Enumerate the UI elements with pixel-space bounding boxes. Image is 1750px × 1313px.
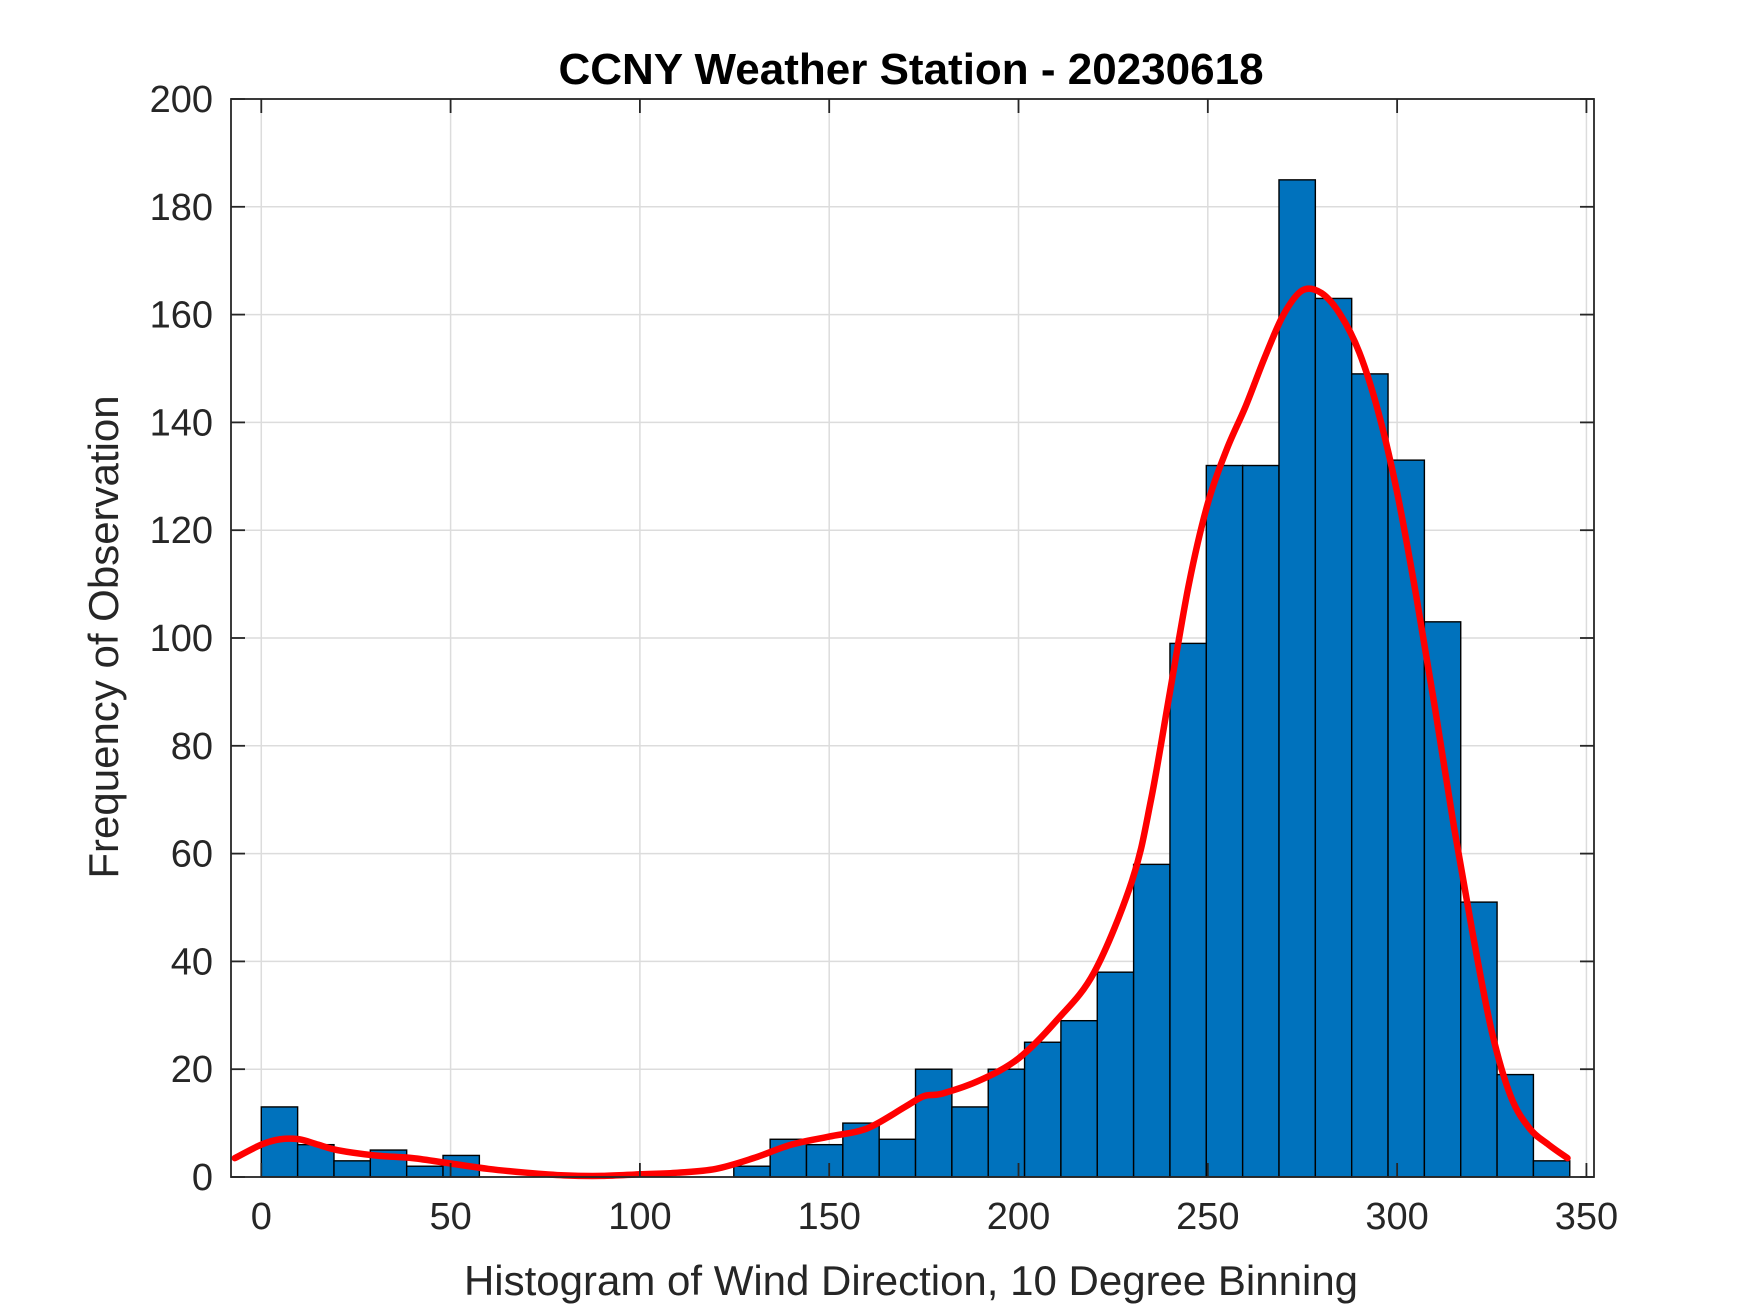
y-tick-labels: 0 20 40 60 80 100 120 140 160 180 200 xyxy=(150,79,213,1199)
histogram-bar xyxy=(1387,459,1426,1178)
y-tick-label: 180 xyxy=(150,187,213,229)
histogram-bar xyxy=(1496,1073,1535,1178)
x-tick-label: 150 xyxy=(798,1196,861,1238)
y-tick-label: 80 xyxy=(171,726,213,768)
histogram-bar xyxy=(805,1143,844,1178)
y-tick-label: 40 xyxy=(171,941,213,983)
histogram-bar xyxy=(1060,1019,1098,1178)
histogram-bar xyxy=(951,1106,989,1178)
histogram-bar xyxy=(1205,464,1244,1178)
tick-marks xyxy=(231,98,1594,1178)
x-tick-label: 200 xyxy=(987,1196,1050,1238)
histogram-bar xyxy=(914,1068,953,1178)
y-tick-label: 120 xyxy=(150,510,213,552)
x-tick-labels: 0 50 100 150 200 250 300 350 xyxy=(251,1196,1618,1238)
histogram-bar xyxy=(1023,1041,1062,1178)
histogram-bar xyxy=(1423,621,1462,1178)
y-tick-label: 100 xyxy=(150,618,213,660)
histogram-bar xyxy=(333,1160,372,1178)
histogram-bar xyxy=(1096,971,1135,1178)
x-tick-label: 100 xyxy=(608,1196,671,1238)
histogram-bar xyxy=(987,1068,1026,1178)
x-tick-label: 250 xyxy=(1176,1196,1239,1238)
histogram-bar xyxy=(1132,863,1171,1178)
histogram-bar xyxy=(405,1165,444,1178)
histogram-bar xyxy=(1241,464,1280,1178)
y-axis-label: Frequency of Observation xyxy=(80,395,127,878)
chart-title: CCNY Weather Station - 20230618 xyxy=(558,45,1263,94)
x-tick-label: 300 xyxy=(1365,1196,1428,1238)
y-tick-label: 160 xyxy=(150,295,213,337)
histogram-bar xyxy=(1314,297,1353,1178)
x-axis-label: Histogram of Wind Direction, 10 Degree B… xyxy=(464,1257,1358,1304)
x-tick-label: 50 xyxy=(429,1196,471,1238)
histogram-bars xyxy=(260,179,1571,1178)
histogram-bar xyxy=(733,1165,771,1178)
x-tick-label: 0 xyxy=(251,1196,272,1238)
y-tick-label: 60 xyxy=(171,834,213,876)
fit-curve-layer xyxy=(231,285,1571,1180)
y-tick-label: 0 xyxy=(192,1157,213,1199)
y-tick-label: 140 xyxy=(150,402,213,444)
density-fit-line xyxy=(231,285,1571,1180)
y-tick-label: 20 xyxy=(171,1049,213,1091)
histogram-bar xyxy=(1350,373,1389,1178)
histogram-bar xyxy=(1278,179,1317,1178)
y-tick-label: 200 xyxy=(150,79,213,121)
histogram-bar xyxy=(1169,642,1208,1178)
histogram-bar xyxy=(878,1138,917,1178)
x-tick-label: 350 xyxy=(1555,1196,1618,1238)
histogram-bar xyxy=(1532,1160,1571,1178)
